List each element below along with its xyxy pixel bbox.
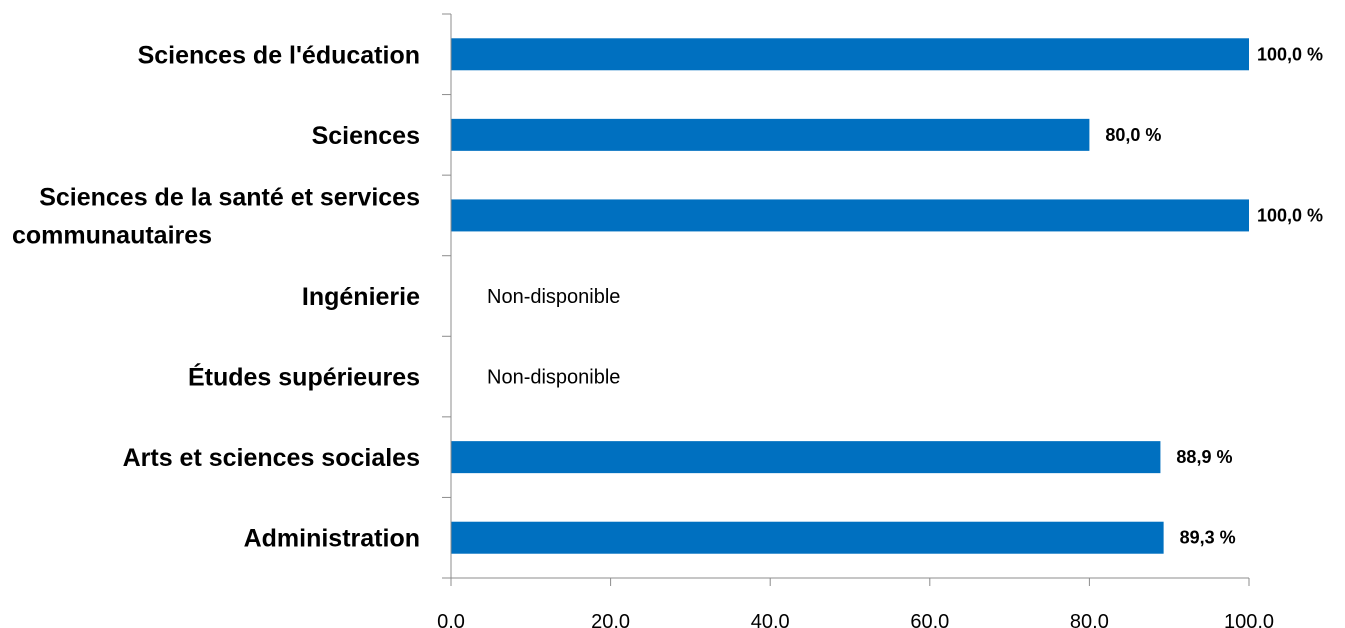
bar [451,38,1249,71]
bars-layer [451,38,1249,554]
data-label: 89,3 % [1180,528,1236,548]
data-label: 88,9 % [1176,447,1232,467]
x-tick-label: 100,0 [1224,611,1274,628]
category-label: Sciences de la santé et services communau… [12,183,420,249]
bar [451,199,1249,232]
not-available-label: Non-disponible [487,286,620,308]
category-label: Sciences de l'éducation [138,41,420,69]
bar [451,118,1090,151]
labels-layer: 0,0 20,0 40,0 60,0 80,0 100,0 Sciences de l'éd… [12,41,1323,628]
category-label: Arts et sciences sociales [123,444,420,472]
not-available-label: Non-disponible [487,367,620,389]
data-label: 80,0 % [1105,125,1161,145]
bar [451,521,1164,554]
data-label: 100,0 % [1257,205,1323,225]
x-tick-label: 60,0 [910,611,949,628]
x-tick-label: 40,0 [751,611,790,628]
category-label: Administration [244,525,420,553]
category-label: Ingénierie [302,283,420,311]
bar [451,441,1161,474]
x-tick-label: 20,0 [591,611,630,628]
data-label: 100,0 % [1257,44,1323,64]
x-tick-label: 0,0 [437,611,465,628]
category-label: Sciences [312,122,420,150]
axis-layer [442,13,1250,586]
category-label: Études supérieures [188,363,420,392]
x-tick-label: 80,0 [1070,611,1109,628]
